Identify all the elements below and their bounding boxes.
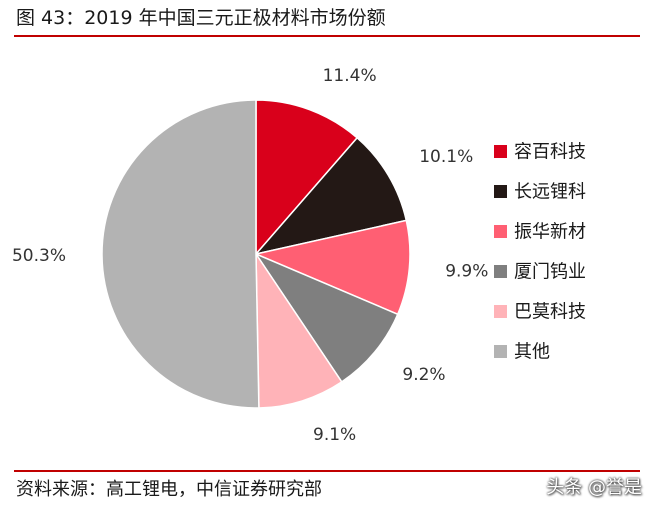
pie-slice-2 bbox=[253, 136, 408, 256]
slice-label-4: 9.2% bbox=[402, 365, 445, 385]
pie-slice-4 bbox=[253, 252, 399, 383]
slice-label-1: 11.4% bbox=[323, 66, 377, 86]
legend-swatch-1 bbox=[494, 145, 507, 158]
legend-label-5: 巴莫科技 bbox=[514, 302, 586, 323]
pie-labels: 11.4% 10.1% 9.9% 9.2% 9.1% 50.3% bbox=[12, 66, 488, 445]
slice-label-2: 10.1% bbox=[419, 147, 473, 167]
legend-swatch-5 bbox=[494, 305, 507, 318]
chart-title: 图 43：2019 年中国三元正极材料市场份额 bbox=[16, 7, 386, 29]
pie-chart: 11.4% 10.1% 9.9% 9.2% 9.1% 50.3% 容百科技长远锂科振华新材… bbox=[12, 66, 586, 445]
pie-slice-3 bbox=[253, 219, 411, 316]
source-note: 资料来源：高工锂电，中信证券研究部 bbox=[16, 479, 322, 500]
pie-slice-1 bbox=[255, 99, 359, 257]
legend-label-4: 厦门钨业 bbox=[514, 262, 586, 283]
footer-divider bbox=[14, 470, 640, 472]
slice-label-3: 9.9% bbox=[445, 261, 488, 281]
watermark: 头条 @誉是 bbox=[546, 477, 642, 498]
slice-label-5: 9.1% bbox=[313, 425, 356, 445]
legend-label-6: 其他 bbox=[514, 342, 550, 363]
legend-swatch-3 bbox=[494, 225, 507, 238]
legend-label-3: 振华新材 bbox=[514, 222, 586, 243]
pie-slice-6 bbox=[101, 99, 260, 409]
legend-swatch-6 bbox=[494, 345, 507, 358]
legend-label-1: 容百科技 bbox=[514, 142, 586, 163]
legend-swatch-2 bbox=[494, 185, 507, 198]
pie-slices bbox=[101, 99, 411, 409]
title-divider bbox=[14, 35, 640, 37]
pie-slice-5 bbox=[255, 251, 343, 409]
legend-label-2: 长远锂科 bbox=[514, 182, 586, 203]
slice-label-6: 50.3% bbox=[12, 246, 66, 266]
legend-swatch-4 bbox=[494, 265, 507, 278]
